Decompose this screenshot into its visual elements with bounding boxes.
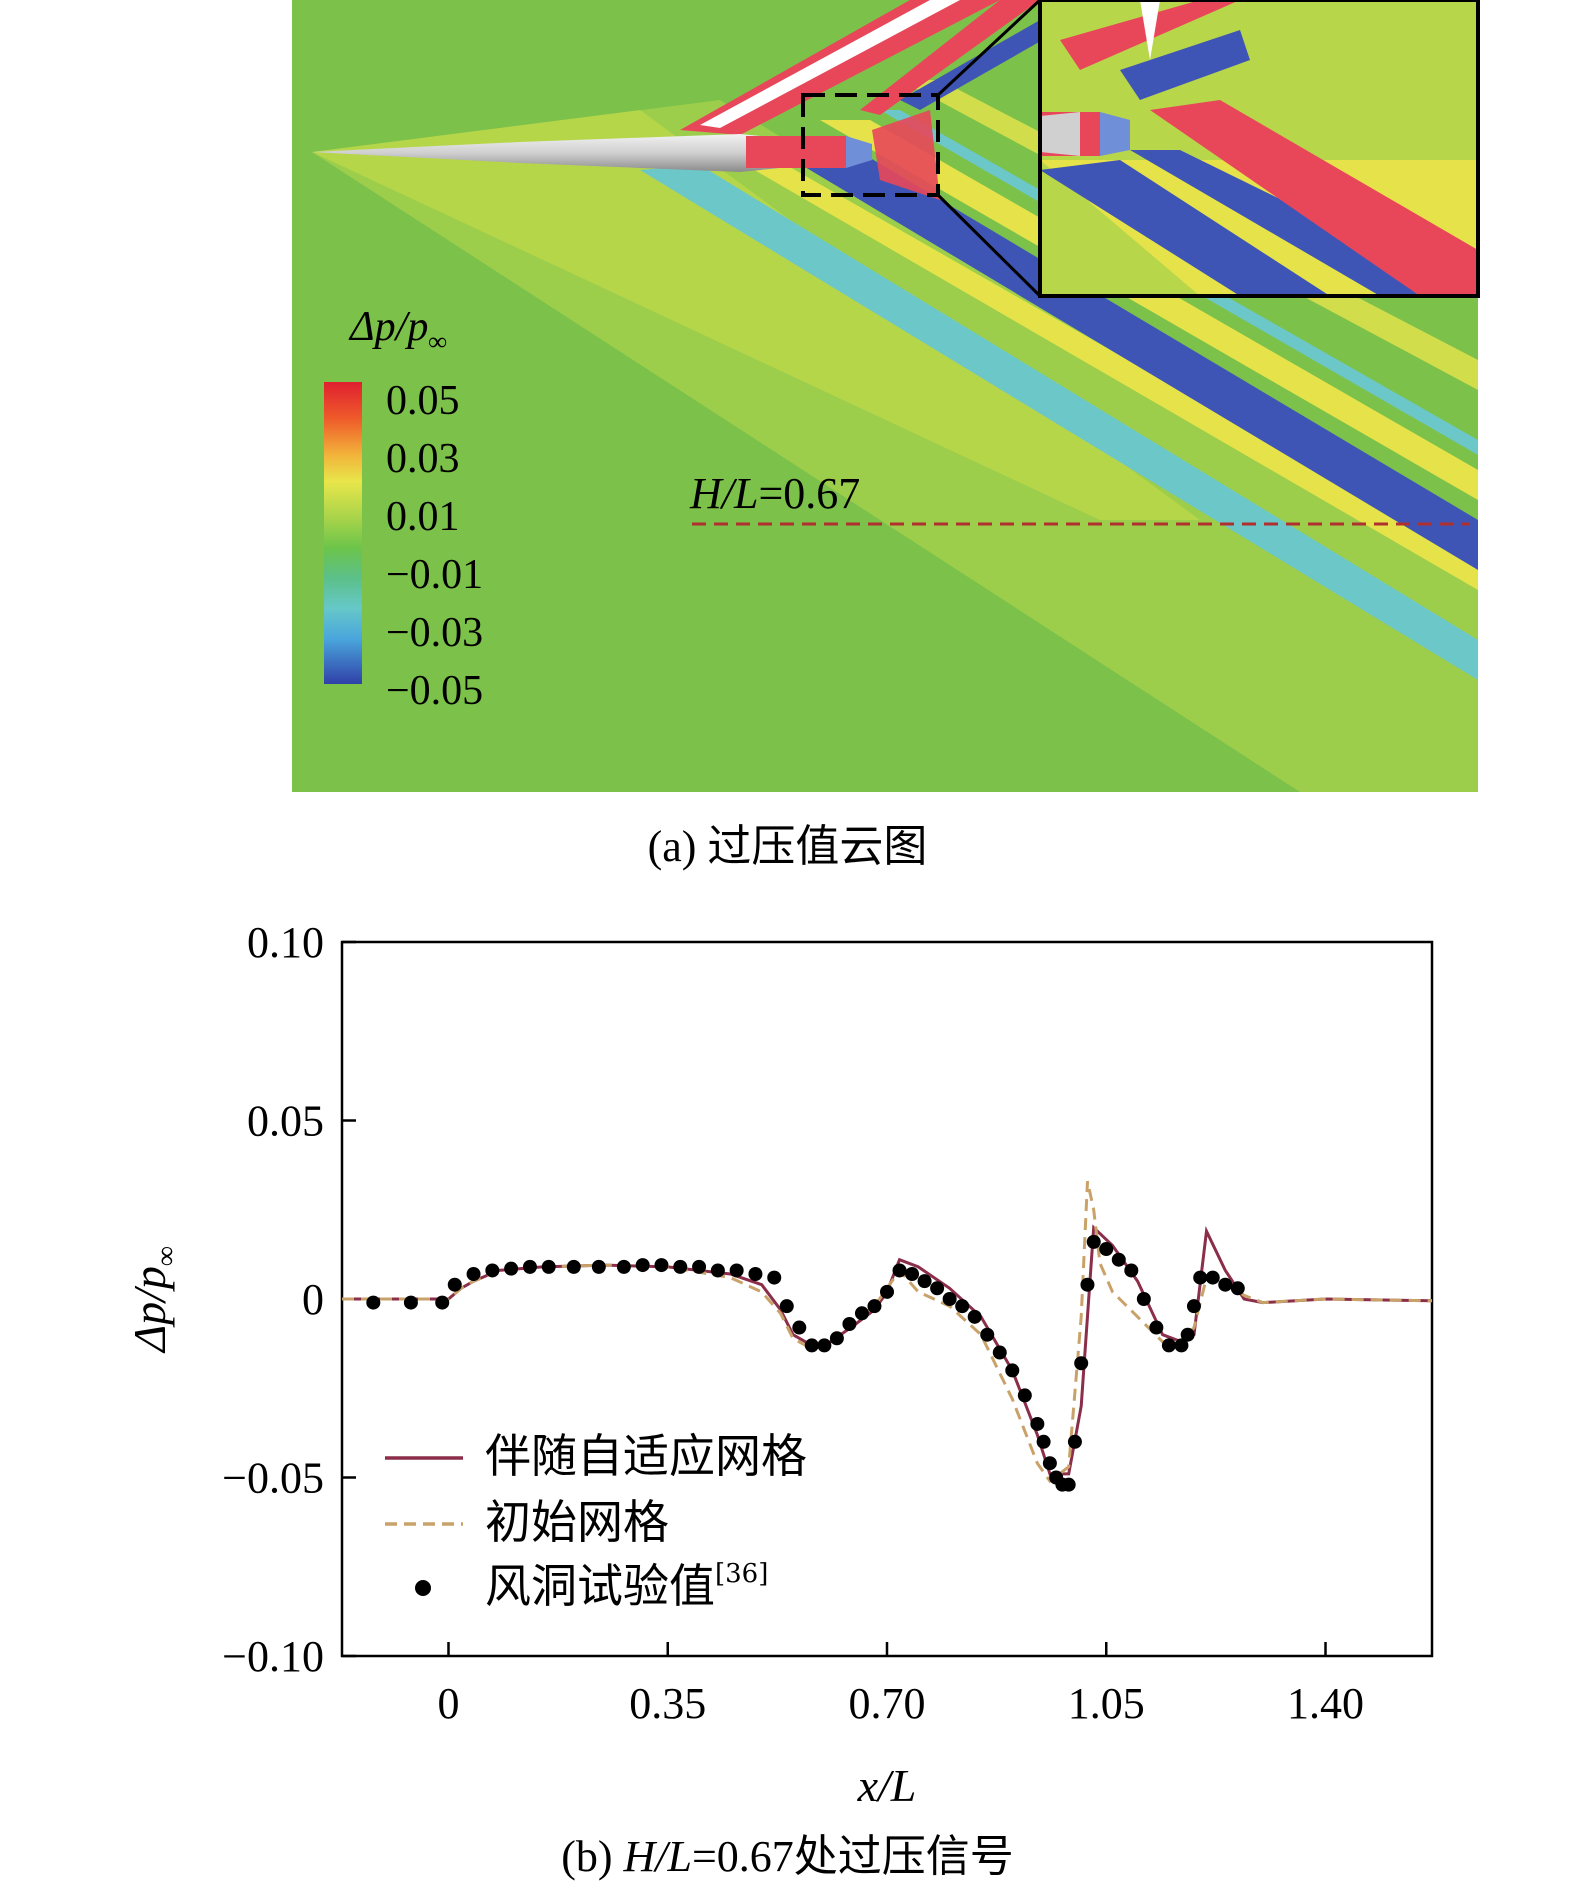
colorbar-tick-label: −0.05: [386, 668, 483, 714]
data-point: [403, 1295, 418, 1310]
data-point: [1193, 1270, 1208, 1285]
data-point: [917, 1274, 932, 1289]
data-point: [1036, 1434, 1051, 1449]
x-tick-label: 0.35: [629, 1679, 706, 1728]
data-point: [635, 1258, 650, 1273]
y-tick-label: 0.05: [247, 1097, 324, 1146]
colorbar-tick-label: 0.05: [386, 378, 460, 424]
data-point: [1005, 1363, 1020, 1378]
legend-label: 初始网格: [485, 1495, 669, 1549]
data-point: [992, 1345, 1007, 1360]
x-tick-label: 1.05: [1068, 1679, 1145, 1728]
x-tick-label: 0: [437, 1679, 459, 1728]
y-tick-label: −0.10: [222, 1632, 324, 1681]
data-point: [616, 1259, 631, 1274]
data-point: [504, 1261, 519, 1276]
data-point: [1218, 1277, 1233, 1292]
data-point: [767, 1270, 782, 1285]
colorbar-tick-label: 0.03: [386, 436, 460, 482]
data-point: [842, 1316, 857, 1331]
data-point: [729, 1263, 744, 1278]
data-point: [1042, 1456, 1057, 1471]
data-point: [905, 1267, 920, 1282]
y-axis-label: Δp/p∞: [124, 1246, 182, 1354]
data-point: [880, 1284, 894, 1299]
data-point: [1049, 1470, 1064, 1485]
y-tick-label: −0.05: [222, 1454, 324, 1503]
data-point: [1149, 1320, 1164, 1335]
data-point: [942, 1292, 957, 1306]
data-point: [710, 1263, 725, 1278]
data-point: [1161, 1338, 1176, 1353]
legend-label: 伴随自适应网格: [485, 1429, 807, 1483]
data-point: [1111, 1252, 1126, 1267]
colorbar-tick-labels: 0.05 0.03 0.01 −0.01 −0.03 −0.05: [386, 378, 483, 714]
legend-marker: [415, 1580, 431, 1596]
data-point: [967, 1309, 982, 1324]
data-point: [692, 1259, 707, 1274]
colorbar-tick-label: 0.01: [386, 494, 460, 540]
data-point: [1180, 1327, 1195, 1342]
data-point: [466, 1267, 481, 1282]
plot-frame: [340, 940, 1434, 1658]
data-point: [980, 1327, 995, 1342]
data-point: [779, 1299, 794, 1314]
colorbar: [324, 382, 362, 684]
y-tick-label: 0: [302, 1275, 324, 1324]
colorbar-tick-label: −0.01: [386, 552, 483, 598]
data-point: [1186, 1299, 1201, 1314]
data-point: [804, 1338, 819, 1353]
data-point: [1074, 1356, 1089, 1371]
data-point: [566, 1259, 581, 1274]
data-point: [792, 1320, 807, 1335]
data-point: [654, 1258, 669, 1273]
data-point: [1061, 1477, 1076, 1492]
data-point: [1030, 1416, 1045, 1431]
caption-a: (a) 过压值云图: [647, 822, 928, 871]
data-point: [485, 1263, 500, 1278]
data-point: [673, 1259, 688, 1274]
colorbar-tick-label: −0.03: [386, 610, 483, 656]
caption-b: (b) H/L=0.67处过压信号: [561, 1832, 1014, 1881]
colorbar-title: Δp/p∞: [348, 304, 447, 356]
data-point: [955, 1299, 970, 1314]
y-tick-label: 0.10: [247, 918, 324, 967]
data-point: [1124, 1263, 1139, 1278]
x-tick-label: 0.70: [849, 1679, 926, 1728]
data-point: [1080, 1277, 1095, 1292]
data-point: [435, 1295, 450, 1310]
overpressure-contour-image: Δp/p∞ 0.05 0.03 0.01 −0.01 −0.03 −0.05 H/L=0.…: [292, 0, 1480, 792]
data-point: [541, 1259, 556, 1274]
data-point: [366, 1295, 381, 1310]
x-axis-label: x/L: [857, 1760, 917, 1811]
data-point: [748, 1267, 763, 1282]
data-point: [1230, 1281, 1245, 1296]
zoom-inset: [936, 0, 1480, 298]
data-point: [854, 1306, 869, 1321]
data-point: [1136, 1292, 1151, 1306]
data-point: [1055, 1477, 1070, 1492]
x-tick-label: 1.40: [1287, 1679, 1364, 1728]
data-point: [1067, 1434, 1082, 1449]
data-point: [867, 1299, 882, 1314]
guide-line-label: H/L=0.67: [689, 469, 860, 518]
legend-label: 风洞试验值[36]: [485, 1559, 768, 1613]
data-point: [1086, 1234, 1101, 1249]
data-point: [522, 1259, 537, 1274]
data-point: [1174, 1338, 1189, 1353]
data-point: [591, 1259, 606, 1274]
data-point: [1017, 1388, 1032, 1403]
series-line-1: [342, 1224, 1433, 1476]
data-point: [892, 1263, 907, 1278]
data-point: [817, 1338, 832, 1353]
data-point: [1205, 1270, 1220, 1285]
data-point: [447, 1277, 462, 1292]
series-line-2: [342, 1180, 1433, 1484]
data-point: [1099, 1242, 1114, 1257]
data-point: [930, 1281, 945, 1296]
data-point: [829, 1331, 844, 1346]
